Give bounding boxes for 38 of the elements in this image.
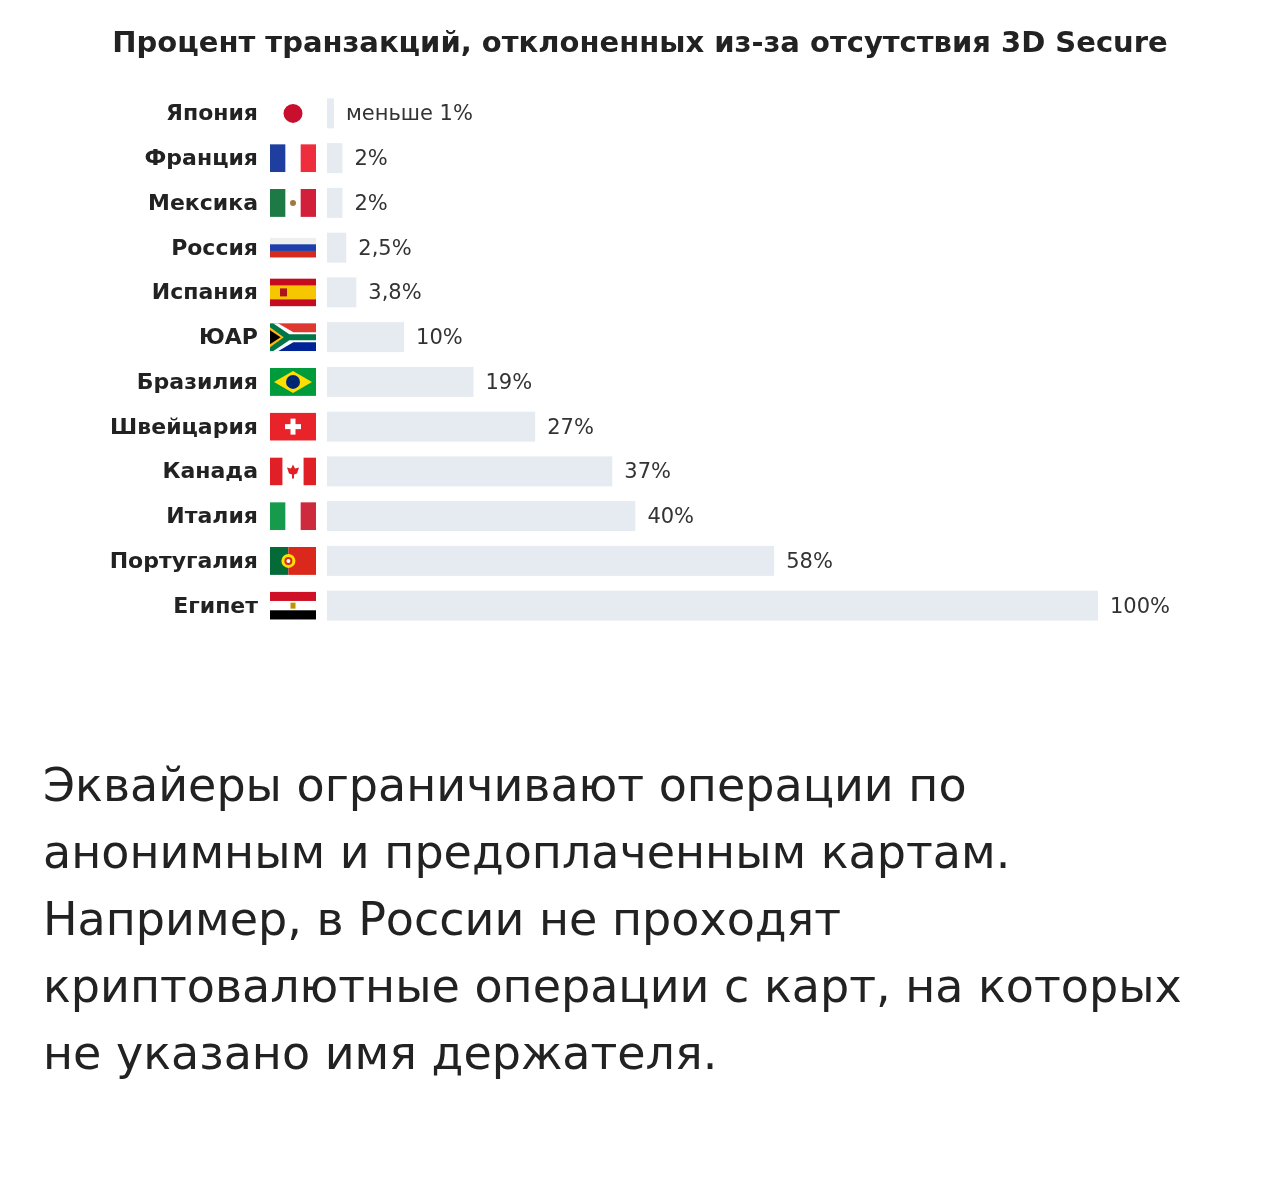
data-label: 3,8% — [368, 280, 422, 305]
data-label: 58% — [786, 548, 833, 573]
y-tick-label: ЮАР — [199, 324, 258, 350]
y-tick-label: Швейцария — [110, 413, 258, 439]
data-label: 37% — [624, 459, 671, 484]
y-tick-label: Мексика — [148, 189, 258, 215]
bar — [327, 322, 405, 353]
data-label: 100% — [1110, 593, 1171, 618]
y-tick-label: Египет — [173, 592, 259, 618]
data-label: 19% — [485, 369, 533, 394]
y-tick-label: Канада — [162, 458, 258, 484]
y-tick-label: Франция — [144, 145, 258, 171]
data-label: 2% — [354, 190, 388, 215]
y-tick-label: Бразилия — [136, 368, 258, 394]
bar — [327, 98, 334, 129]
chart-title: Процент транзакций, отклоненных из-за отсутствия 3D Secure — [112, 25, 1168, 59]
data-label: 10% — [416, 325, 463, 350]
bar — [327, 545, 775, 576]
bar — [327, 143, 343, 174]
text: Эквайеры ограничивают операции по анонимным и предоплаченным картам. Например, в России не проходят криптовалютные операции с карт, на которых не указано имя держателя. — [43, 757, 1183, 1082]
bar — [327, 366, 474, 397]
y-tick-label: Португалия — [109, 547, 258, 573]
bar — [327, 232, 347, 263]
bar — [327, 277, 357, 308]
bar — [327, 187, 343, 218]
data-label: 27% — [547, 414, 594, 439]
y-tick-label: Япония — [166, 100, 258, 126]
data-label: 2,5% — [358, 235, 412, 260]
bar — [327, 501, 636, 532]
data-label: 2% — [354, 146, 388, 171]
y-tick-label: Россия — [171, 234, 258, 260]
y-tick-label: Италия — [166, 503, 258, 529]
y-tick-label: Испания — [151, 279, 258, 305]
bar — [327, 411, 536, 442]
data-label: меньше 1% — [345, 101, 473, 126]
bar — [327, 456, 613, 487]
bar — [327, 590, 1098, 621]
data-label: 40% — [647, 504, 695, 529]
